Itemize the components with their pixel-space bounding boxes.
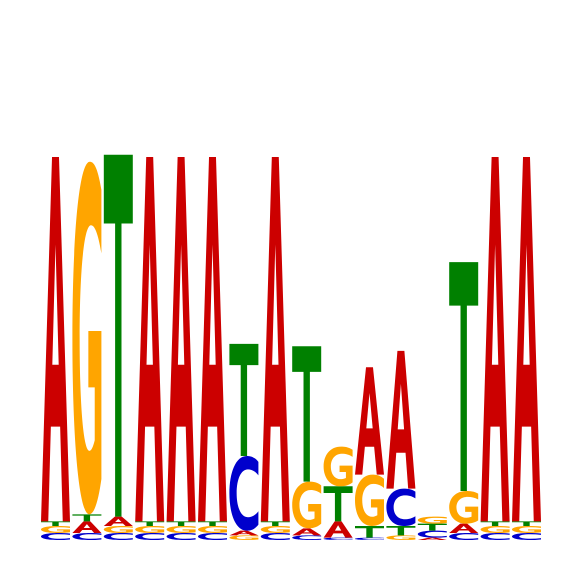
letter-A-pos-16 (512, 157, 541, 522)
letter-G-pos-10 (323, 446, 353, 487)
logo-column-10 (323, 446, 353, 540)
letter-T-pos-11 (355, 525, 384, 538)
letter-T-pos-13 (417, 523, 447, 531)
logo-column-6 (198, 157, 227, 541)
letter-C-pos-7 (229, 455, 259, 531)
letter-T-pos-16 (512, 521, 541, 526)
letter-C-pos-14 (449, 533, 479, 541)
letter-C-pos-5 (166, 533, 196, 541)
letter-T-pos-1 (41, 521, 70, 526)
letter-G-pos-3 (103, 525, 133, 533)
letter-T-pos-8 (260, 521, 290, 526)
letter-T-pos-5 (166, 521, 196, 526)
letter-G-pos-12 (386, 535, 416, 540)
letter-G-pos-9 (292, 481, 322, 529)
letter-A-pos-15 (480, 157, 510, 522)
letter-A-pos-6 (198, 157, 227, 522)
letter-C-pos-10 (323, 537, 353, 540)
letter-G-pos-8 (260, 525, 290, 533)
letter-A-pos-11 (355, 367, 384, 475)
logo-column-15 (480, 157, 510, 541)
letter-A-pos-8 (260, 157, 290, 522)
letter-G-pos-5 (166, 525, 196, 533)
letter-G-pos-7 (229, 535, 259, 540)
logo-column-5 (166, 157, 196, 541)
logo-column-7 (229, 343, 259, 540)
letter-G-pos-2 (72, 161, 102, 515)
letter-A-pos-12 (386, 350, 416, 489)
letter-T-pos-4 (135, 521, 165, 526)
letter-T-pos-12 (386, 525, 416, 536)
letter-A-pos-9 (292, 528, 322, 536)
letter-C-pos-6 (198, 533, 227, 541)
letter-C-pos-16 (512, 533, 541, 541)
logo-column-14 (449, 262, 479, 541)
letter-C-pos-8 (260, 533, 290, 541)
logo-column-8 (260, 157, 290, 541)
logo-column-3 (103, 154, 133, 541)
letter-A-pos-7 (229, 530, 259, 536)
letter-C-pos-1 (41, 533, 70, 541)
letter-G-pos-6 (198, 525, 227, 533)
letter-A-pos-1 (41, 157, 70, 522)
letter-C-pos-13 (417, 530, 447, 538)
logo-column-13 (417, 516, 447, 540)
logo-column-16 (512, 157, 541, 541)
letter-C-pos-9 (292, 535, 322, 540)
letter-C-pos-15 (480, 533, 510, 541)
letter-T-pos-10 (323, 486, 353, 522)
logo-column-12 (386, 350, 416, 540)
letter-G-pos-11 (355, 474, 384, 526)
letter-G-pos-15 (480, 525, 510, 533)
letter-T-pos-14 (449, 262, 479, 491)
letter-G-pos-1 (41, 525, 70, 533)
logo-column-11 (355, 367, 384, 540)
logo-column-2 (72, 161, 102, 541)
letter-T-pos-2 (72, 514, 102, 522)
letter-A-pos-14 (449, 523, 479, 533)
letter-A-pos-2 (72, 521, 102, 533)
letter-A-pos-4 (135, 157, 165, 522)
letter-A-pos-3 (103, 516, 133, 526)
letter-T-pos-15 (480, 521, 510, 526)
letter-G-pos-16 (512, 525, 541, 533)
letter-C-pos-12 (386, 488, 416, 526)
letter-T-pos-9 (292, 346, 322, 482)
letter-T-pos-7 (229, 343, 259, 456)
logo-column-9 (292, 346, 322, 540)
letter-G-pos-14 (449, 490, 479, 524)
logo-column-1 (41, 157, 70, 541)
letter-C-pos-3 (103, 533, 133, 541)
letter-A-pos-10 (323, 521, 353, 538)
letter-C-pos-11 (355, 537, 384, 540)
letter-A-pos-5 (166, 157, 196, 522)
letter-C-pos-2 (72, 533, 102, 541)
letter-T-pos-3 (103, 154, 133, 517)
letter-T-pos-6 (198, 521, 227, 526)
letter-A-pos-13 (417, 537, 447, 540)
logo-column-4 (135, 157, 165, 541)
letter-C-pos-4 (135, 533, 165, 541)
letter-G-pos-13 (417, 516, 447, 524)
letter-G-pos-4 (135, 525, 165, 533)
